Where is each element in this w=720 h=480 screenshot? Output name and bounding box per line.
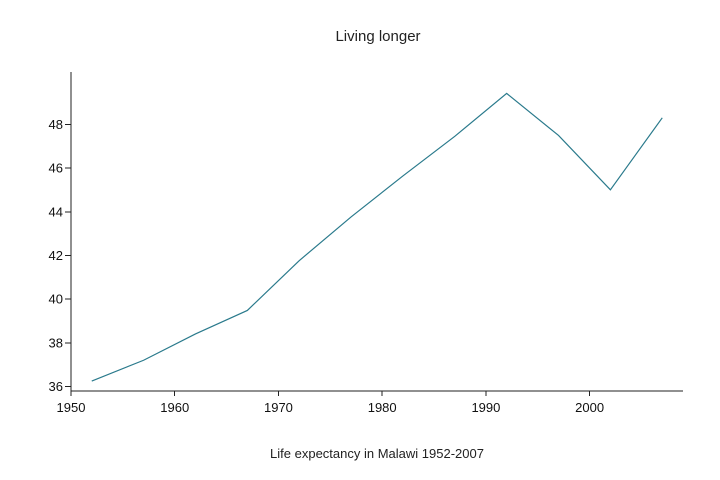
series-layer bbox=[91, 92, 663, 382]
y-tick-label: 36 bbox=[49, 379, 63, 394]
x-axis-label: Life expectancy in Malawi 1952-2007 bbox=[270, 446, 484, 461]
axes bbox=[70, 72, 683, 392]
x-tick-label: 1950 bbox=[57, 400, 86, 415]
y-tick-label: 38 bbox=[49, 335, 63, 350]
x-tick-label: 1990 bbox=[471, 400, 500, 415]
y-tick-label: 44 bbox=[49, 204, 63, 219]
series-line bbox=[91, 92, 663, 382]
x-tick-label: 1980 bbox=[368, 400, 397, 415]
x-tick-label: 2000 bbox=[575, 400, 604, 415]
y-tick-label: 48 bbox=[49, 117, 63, 132]
chart-title: Living longer bbox=[335, 28, 420, 45]
x-tick-label: 1970 bbox=[264, 400, 293, 415]
y-tick-label: 40 bbox=[49, 292, 63, 307]
y-tick-label: 46 bbox=[49, 161, 63, 176]
y-axis-ticks: 36 38 40 42 44 46 48 bbox=[49, 117, 71, 394]
x-axis-ticks: 1950 1960 1970 1980 1990 2000 bbox=[57, 391, 604, 415]
x-tick-label: 1960 bbox=[160, 400, 189, 415]
y-tick-label: 42 bbox=[49, 248, 63, 263]
